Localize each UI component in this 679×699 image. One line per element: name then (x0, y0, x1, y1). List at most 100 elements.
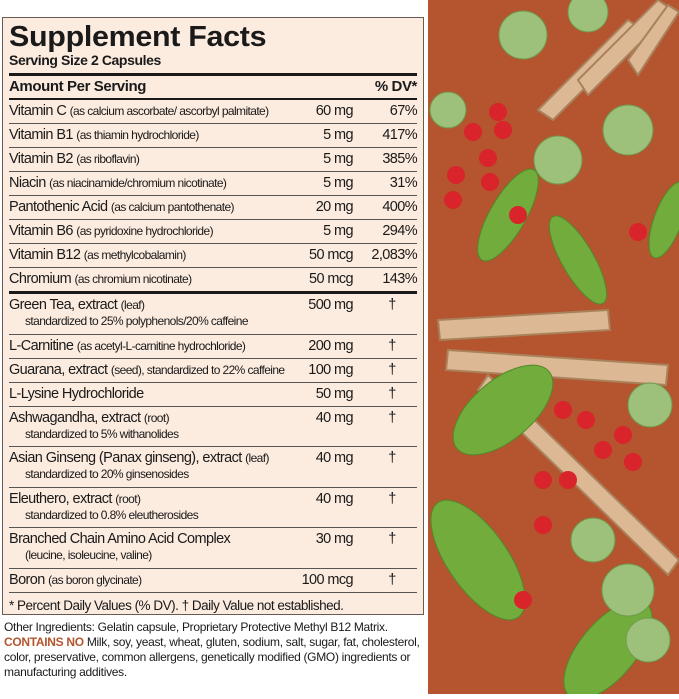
amount: 30 mg (315, 531, 354, 547)
daily-value: 385% (382, 151, 417, 167)
ingredient-name-cell: Pantothenic Acid (as calcium pantothenat… (9, 196, 287, 219)
daily-value: 143% (382, 271, 417, 287)
daily-value: † (388, 297, 396, 313)
daily-value: 2,083% (371, 247, 417, 263)
ingredient-name: L-Carnitine (9, 337, 74, 354)
contains-no-label: CONTAINS NO (4, 635, 84, 649)
ingredient-name: Vitamin B12 (9, 247, 81, 263)
daily-value: 417% (382, 127, 417, 143)
ingredient-name: Niacin (9, 175, 46, 191)
ingredient-name-cell: Asian Ginseng (Panax ginseng), extract (… (9, 447, 287, 487)
table-row: Green Tea, extract (leaf) standardized to… (9, 294, 417, 335)
ingredient-standardization: standardized to 25% polyphenols/20% caff… (25, 314, 248, 328)
ingredient-standardization: standardized to 5% withanolides (25, 426, 179, 441)
contains-no-statement: CONTAINS NO Milk, soy, yeast, wheat, glu… (4, 635, 426, 680)
ingredient-detail: (as calcium ascorbate/ ascorbyl palmitat… (69, 104, 269, 118)
daily-value: † (388, 337, 396, 354)
supplement-facts-panel: Supplement Facts Serving Size 2 Capsules… (2, 17, 424, 615)
table-row: Eleuthero, extract (root) standardized to… (9, 488, 417, 528)
ingredient-name: Asian Ginseng (Panax ginseng), extract (9, 450, 242, 466)
table-header: Amount Per Serving % DV* (9, 76, 417, 100)
panel-title: Supplement Facts (9, 21, 267, 53)
ingredient-detail: (seed), standardized to 22% caffeine (110, 362, 285, 377)
amount: 5 mg (323, 151, 353, 167)
amount: 200 mg (308, 337, 353, 354)
ingredients-photo (428, 0, 679, 699)
daily-value: † (388, 450, 396, 466)
other-ingredients: Other Ingredients: Gelatin capsule, Prop… (4, 620, 426, 680)
other-ingredients-text: Other Ingredients: Gelatin capsule, Prop… (4, 620, 388, 634)
ingredient-detail: (as niacinamide/chromium nicotinate) (49, 176, 227, 190)
ingredient-name: Boron (9, 571, 45, 588)
footnote: * Percent Daily Values (% DV). † Daily V… (9, 597, 344, 613)
serving-size: Serving Size 2 Capsules (9, 52, 161, 68)
berries (444, 103, 647, 609)
ingredient-name: Eleuthero, extract (9, 490, 112, 507)
ginseng-roots (436, 0, 679, 577)
header-amount: Amount Per Serving (9, 78, 146, 95)
daily-value: 294% (382, 223, 417, 239)
ingredient-standardization: standardized to 20% ginsenosides (25, 467, 189, 481)
ingredient-name: Vitamin B2 (9, 151, 73, 167)
ingredient-detail: (as pyridoxine hydrochloride) (76, 224, 213, 238)
ingredient-detail: (as thiamin hydrochloride) (76, 128, 199, 142)
divider (9, 73, 417, 76)
ingredient-detail: (as boron glycinate) (48, 572, 142, 587)
daily-value: † (388, 409, 396, 426)
ingredient-name-cell: Green Tea, extract (leaf) standardized to… (9, 294, 287, 334)
amount: 5 mg (323, 223, 353, 239)
daily-value: 31% (389, 175, 418, 191)
ingredient-name: Green Tea, extract (9, 297, 118, 313)
ingredient-detail: (root) (143, 410, 170, 425)
header-dv: % DV* (374, 78, 418, 95)
ingredient-name: Ashwagandha, extract (9, 409, 141, 426)
ingredient-name-cell: Eleuthero, extract (root) standardized to… (9, 488, 287, 528)
daily-value: † (388, 490, 396, 507)
ingredient-name: Vitamin B6 (9, 223, 73, 239)
tea-leaves (430, 168, 679, 699)
ingredient-name-cell: Vitamin B6 (as pyridoxine hydrochloride) (9, 220, 287, 243)
table-row: Vitamin B12 (as methylcobalamin) 50 mcg 2,… (9, 244, 418, 268)
ingredient-detail: (leaf) (120, 298, 145, 312)
amount: 50 mcg (309, 271, 354, 287)
ingredient-name-cell: Guarana, extract (seed), standardized to… (9, 359, 287, 382)
ingredient-name-cell: Ashwagandha, extract (root) standardized … (9, 407, 287, 447)
ingredient-detail: (as riboflavin) (76, 152, 140, 166)
ingredient-name: Guarana, extract (9, 361, 108, 378)
table-row: Vitamin B1 (as thiamin hydrochloride) 5 m… (9, 124, 418, 148)
table-row: Ashwagandha, extract (root) standardized … (9, 407, 417, 447)
ingredient-name: Chromium (9, 271, 72, 287)
table-row: Niacin (as niacinamide/chromium nicotina… (9, 172, 418, 196)
amount: 60 mg (315, 103, 354, 119)
ingredient-name-cell: Branched Chain Amino Acid Complex (leuci… (9, 528, 287, 568)
daily-value: † (388, 385, 396, 402)
ashwagandha-husks (429, 0, 673, 663)
ingredient-name-cell: Vitamin B12 (as methylcobalamin) (9, 244, 287, 267)
amount: 40 mg (315, 490, 354, 507)
ingredient-name: Vitamin C (9, 103, 67, 119)
table-row: Asian Ginseng (Panax ginseng), extract (… (9, 447, 417, 488)
daily-value: † (388, 361, 396, 378)
ingredient-name-cell: Vitamin C (as calcium ascorbate/ ascorby… (9, 100, 287, 123)
amount: 5 mg (323, 127, 353, 143)
amount: 100 mg (308, 361, 353, 378)
ingredient-detail: (as acetyl-L-carnitine hydrochloride) (76, 338, 246, 353)
amount: 40 mg (315, 409, 354, 426)
ingredient-name-cell: L-Lysine Hydrochloride (9, 383, 287, 406)
table-row: Pantothenic Acid (as calcium pantothenat… (9, 196, 418, 220)
ingredient-detail: (as chromium nicotinate) (74, 272, 193, 286)
table-row: Vitamin B2 (as riboflavin) 5 mg 385% (9, 148, 418, 172)
table-row: Guarana, extract (seed), standardized to… (9, 359, 417, 383)
ingredient-name: Vitamin B1 (9, 127, 73, 143)
ingredient-name-cell: Chromium (as chromium nicotinate) (9, 268, 287, 291)
table-row: L-Carnitine (as acetyl-L-carnitine hydro… (9, 335, 417, 359)
daily-value: 67% (389, 103, 418, 119)
ingredient-detail: (leaf) (245, 451, 269, 465)
ingredient-name: Branched Chain Amino Acid Complex (9, 531, 231, 547)
daily-value: † (388, 571, 396, 588)
amount: 50 mg (315, 385, 354, 402)
amount: 100 mcg (301, 571, 354, 588)
ingredient-name-cell: L-Carnitine (as acetyl-L-carnitine hydro… (9, 335, 287, 358)
table-row: Boron (as boron glycinate) 100 mcg † (9, 569, 417, 593)
table-row: L-Lysine Hydrochloride 50 mg † (9, 383, 417, 407)
